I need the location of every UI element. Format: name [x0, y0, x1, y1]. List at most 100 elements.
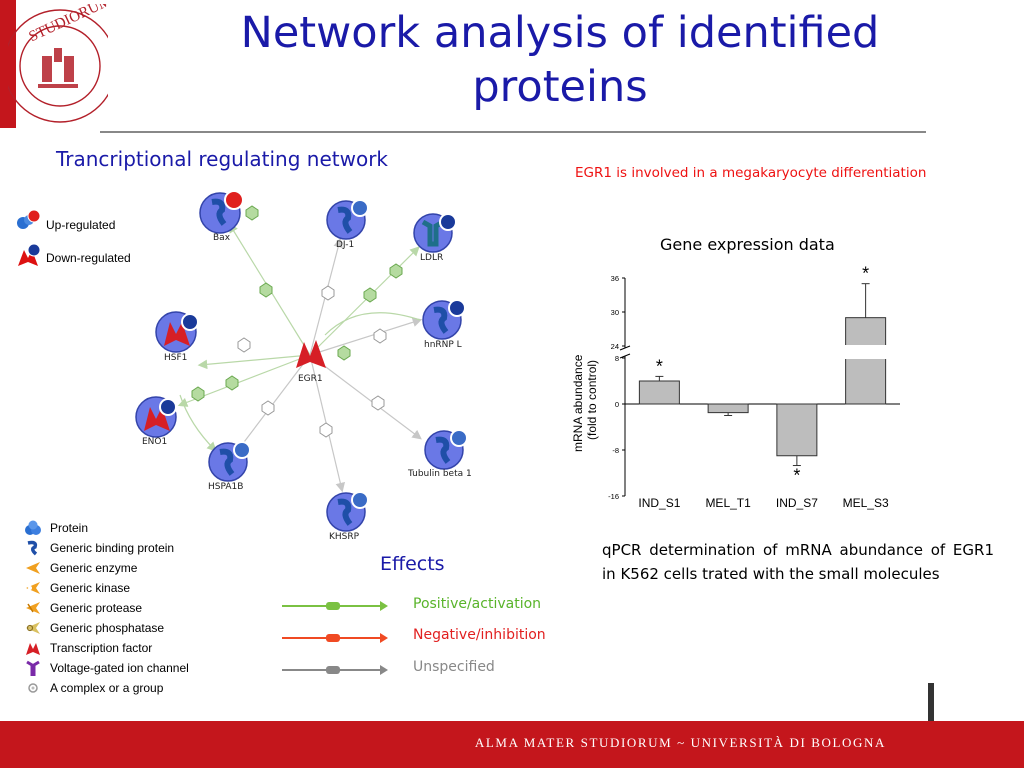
- edge-egr1-hnrnpl: [309, 317, 423, 356]
- bar-mel_s3: [845, 317, 887, 405]
- legend-item-binding-protein: Generic binding protein: [24, 538, 189, 558]
- kinase-icon: [26, 582, 40, 594]
- category-labels: IND_S1 MEL_T1 IND_S7 MEL_S3: [638, 496, 889, 510]
- ion-channel-icon: [421, 219, 445, 247]
- significance-star: *: [656, 356, 663, 376]
- node-eno1: ENO1: [135, 396, 177, 447]
- significance-star: *: [793, 466, 800, 486]
- footer-bar: ALMA MATER STUDIORUM ~ UNIVERSITÀ DI BOL…: [0, 721, 1024, 768]
- object-legend: Protein Generic binding protein Generic …: [24, 518, 189, 698]
- edge-marker: [373, 328, 387, 344]
- edge-marker: [191, 386, 205, 402]
- effect-unspecified-label: Unspecified: [413, 659, 495, 675]
- edge-marker: [261, 400, 275, 416]
- node-tubb1: Tubulin beta 1: [407, 429, 472, 479]
- binding-protein-icon: [27, 540, 38, 556]
- binding-protein-icon: [219, 448, 235, 476]
- up-regulated-icon: [17, 209, 41, 229]
- node-label-tubb1: Tubulin beta 1: [407, 469, 472, 479]
- edge-eno1-hspa1b: [179, 394, 217, 452]
- node-label-hspa1b: HSPA1B: [208, 482, 243, 492]
- node-bax: Bax: [199, 190, 244, 243]
- category-label-ind_s7: IND_S7: [776, 496, 818, 510]
- bar-break-band: [844, 345, 887, 359]
- y-tick-label: 8: [615, 354, 619, 363]
- legend-item-kinase: Generic kinase: [24, 578, 189, 598]
- node-ldlr: LDLR: [413, 213, 457, 263]
- node-egr1: EGR1: [296, 340, 326, 384]
- y-tick-label: -8: [612, 446, 619, 455]
- effect-positive-label: Positive/activation: [413, 596, 542, 612]
- binding-protein-icon: [211, 198, 227, 226]
- effect-negative-label: Negative/inhibition: [413, 627, 546, 643]
- egr1-note: EGR1 is involved in a megakaryocyte diff…: [575, 165, 927, 181]
- bar-mel_t1: [707, 403, 749, 414]
- y-ticks: -16 -8 0 8 24 30 36: [608, 274, 625, 501]
- unspecified-arrow: [282, 665, 388, 675]
- bar-ind_s1: [638, 380, 680, 405]
- y-tick-label: -16: [608, 492, 619, 501]
- binding-protein-icon: [433, 306, 449, 334]
- node-label-egr1: EGR1: [298, 374, 323, 384]
- edge-marker: [363, 287, 377, 303]
- phosphatase-icon: [26, 622, 40, 634]
- edge-marker: [245, 205, 259, 221]
- edge-marker: [259, 282, 273, 298]
- category-label-mel_s3: MEL_S3: [843, 496, 889, 510]
- node-hspa1b: HSPA1B: [208, 441, 251, 492]
- category-label-ind_s1: IND_S1: [638, 496, 680, 510]
- footer-text: ALMA MATER STUDIORUM ~ UNIVERSITÀ DI BOL…: [474, 735, 886, 750]
- node-label-ldlr: LDLR: [420, 253, 443, 263]
- binding-protein-icon: [337, 206, 353, 234]
- y-axis-label-line1: mRNA abundance: [571, 354, 585, 452]
- transcription-factor-icon: [296, 340, 326, 368]
- bars: * * *: [638, 264, 887, 486]
- node-label-dj1: DJ-1: [336, 240, 354, 250]
- down-regulated-icon: [18, 243, 41, 266]
- title-divider: [100, 131, 926, 133]
- edge-egr1-tubb1: [309, 354, 422, 440]
- edge-marker: [389, 263, 403, 279]
- effects-title: Effects: [380, 553, 445, 575]
- edge-marker: [319, 422, 333, 438]
- edge-egr1-hnrnpl-loop: [324, 312, 421, 336]
- node-label-hsf1: HSF1: [164, 353, 187, 363]
- edge-egr1-hspa1b: [236, 354, 311, 452]
- slide-title: Network analysis of identified proteins: [240, 8, 880, 112]
- node-label-hnrnpl: hnRNP L: [424, 340, 462, 350]
- node-label-bax: Bax: [213, 233, 231, 243]
- complex-icon: [28, 683, 38, 693]
- gene-expression-chart: mRNA abundance (fold to control) -16 -8 0 8…: [571, 264, 900, 510]
- axis-break-gap: [621, 348, 629, 356]
- gene-expression-title: Gene expression data: [660, 235, 835, 254]
- legend-item-transcription-factor: Transcription factor: [24, 638, 189, 658]
- node-label-eno1: ENO1: [142, 437, 167, 447]
- legend-item-protease: Generic protease: [24, 598, 189, 618]
- category-label-mel_t1: MEL_T1: [705, 496, 751, 510]
- university-seal: STUDIORUM: [8, 4, 108, 123]
- edge-marker: [225, 375, 239, 391]
- node-label-khsrp: KHSRP: [329, 532, 360, 542]
- y-tick-label: 24: [611, 342, 619, 351]
- edge-marker: [237, 337, 251, 353]
- y-tick-label: 0: [615, 400, 619, 409]
- significance-star: *: [862, 264, 869, 284]
- legend-item-phosphatase: Generic phosphatase: [24, 618, 189, 638]
- node-hsf1: HSF1: [155, 311, 199, 363]
- node-hnrnpl: hnRNP L: [422, 299, 466, 350]
- y-tick-label: 36: [611, 274, 619, 283]
- axis-break-mark: [619, 353, 631, 359]
- bar-ind_s7: [776, 403, 818, 457]
- down-regulated-label: Down-regulated: [46, 251, 131, 265]
- protein-icon: [25, 520, 41, 535]
- binding-protein-icon: [435, 436, 451, 464]
- y-tick-label: 30: [611, 308, 619, 317]
- edge-marker: [371, 395, 385, 411]
- edge-egr1-hsf1: [197, 354, 311, 370]
- transcription-factor-icon: [26, 643, 40, 655]
- enzyme-icon: [26, 562, 40, 574]
- edge-marker: [321, 285, 335, 301]
- edge-marker: [337, 345, 351, 361]
- effects-arrows: [282, 601, 388, 675]
- axis-break-mark: [619, 345, 631, 351]
